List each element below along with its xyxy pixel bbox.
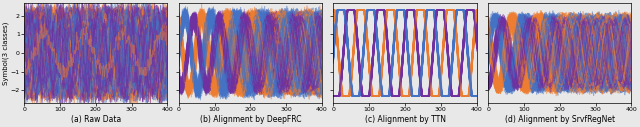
X-axis label: (b) Alignment by DeepFRC: (b) Alignment by DeepFRC xyxy=(200,115,301,124)
X-axis label: (d) Alignment by SrvfRegNet: (d) Alignment by SrvfRegNet xyxy=(505,115,615,124)
X-axis label: (c) Alignment by TTN: (c) Alignment by TTN xyxy=(365,115,445,124)
X-axis label: (a) Raw Data: (a) Raw Data xyxy=(70,115,121,124)
Y-axis label: Symbol(3 classes): Symbol(3 classes) xyxy=(3,21,9,85)
